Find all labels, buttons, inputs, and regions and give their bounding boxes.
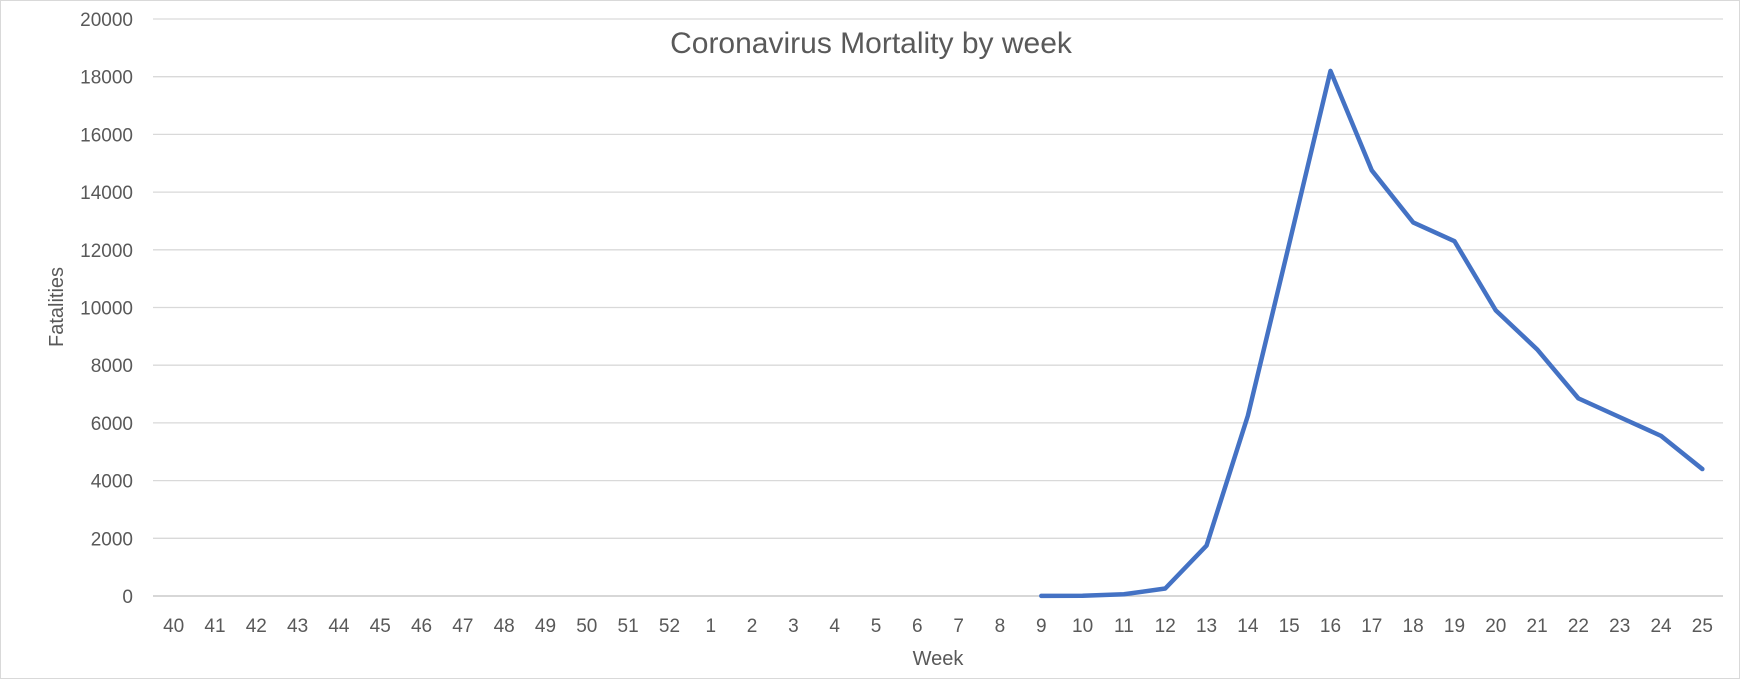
x-tick-label: 24 (1650, 616, 1672, 637)
y-tick-label: 0 (122, 587, 133, 608)
x-tick-label: 22 (1568, 616, 1589, 637)
x-tick-label: 10 (1072, 616, 1093, 637)
y-tick-label: 12000 (80, 241, 133, 262)
x-tick-labels: 40 41 42 43 44 45 46 47 48 49 50 51 52 1 2 3 4 5 6 7 8 9 10 11 1… (163, 616, 1713, 637)
series (1039, 68, 1705, 599)
y-tick-label: 18000 (80, 68, 133, 89)
x-tick-label: 47 (452, 616, 473, 637)
x-axis-title: Week (913, 648, 965, 670)
x-tick-label: 4 (829, 616, 840, 637)
x-tick-label: 25 (1692, 616, 1713, 637)
x-tick-label: 50 (576, 616, 597, 637)
y-tick-label: 14000 (80, 183, 133, 204)
gridlines (153, 18, 1723, 539)
chart-title: Coronavirus Mortality by week (670, 27, 1073, 60)
x-tick-label: 13 (1196, 616, 1217, 637)
x-tick-label: 44 (328, 616, 350, 637)
x-tick-label: 23 (1609, 616, 1630, 637)
x-tick-label: 16 (1320, 616, 1341, 637)
x-tick-label: 20 (1485, 616, 1506, 637)
x-tick-label: 43 (287, 616, 308, 637)
x-tick-label: 3 (788, 616, 799, 637)
y-tick-labels: 0 2000 4000 6000 8000 10000 12000 14000 16000 180… (80, 10, 133, 608)
x-tick-label: 51 (618, 616, 639, 637)
x-tick-label: 21 (1527, 616, 1548, 637)
x-tick-label: 19 (1444, 616, 1465, 637)
x-tick-label: 2 (747, 616, 758, 637)
x-tick-label: 41 (204, 616, 225, 637)
x-tick-label: 52 (659, 616, 680, 637)
x-tick-label: 7 (953, 616, 964, 637)
x-tick-label: 49 (535, 616, 556, 637)
y-axis-title: Fatalities (46, 267, 68, 347)
x-tick-label: 15 (1279, 616, 1300, 637)
x-tick-label: 5 (871, 616, 882, 637)
x-tick-label: 17 (1361, 616, 1382, 637)
y-tick-label: 4000 (91, 472, 133, 493)
x-tick-label: 14 (1237, 616, 1259, 637)
x-tick-label: 9 (1036, 616, 1047, 637)
y-tick-label: 20000 (80, 10, 133, 31)
x-tick-label: 42 (246, 616, 267, 637)
y-tick-label: 16000 (80, 125, 133, 146)
x-tick-label: 18 (1403, 616, 1424, 637)
x-tick-label: 48 (494, 616, 515, 637)
x-tick-label: 12 (1155, 616, 1176, 637)
y-tick-label: 8000 (91, 356, 133, 377)
y-tick-label: 6000 (91, 414, 133, 435)
x-tick-label: 11 (1114, 616, 1134, 637)
x-tick-label: 8 (995, 616, 1006, 637)
x-tick-label: 45 (370, 616, 391, 637)
series-line-fatalities (1039, 68, 1705, 599)
x-tick-label: 6 (912, 616, 923, 637)
x-tick-label: 40 (163, 616, 184, 637)
y-tick-label: 10000 (80, 299, 133, 320)
y-tick-label: 2000 (91, 529, 133, 550)
x-tick-label: 1 (705, 616, 716, 637)
x-tick-label: 46 (411, 616, 432, 637)
